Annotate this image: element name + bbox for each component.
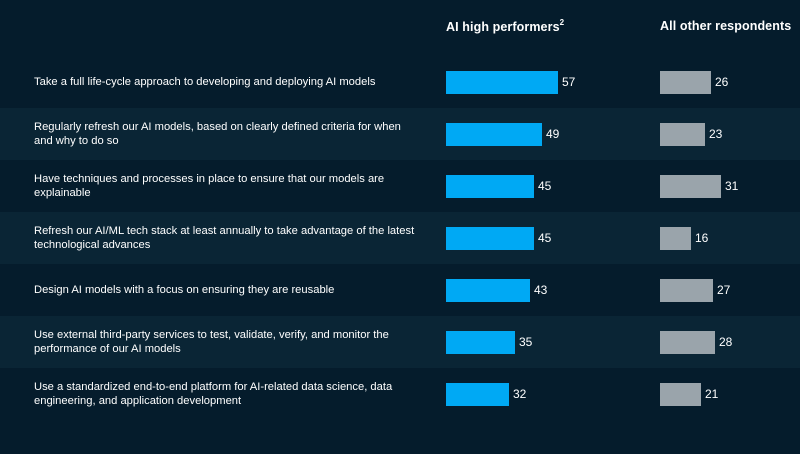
chart-row: Use a standardized end-to-end platform f… (0, 368, 800, 420)
data-label: 45 (538, 231, 552, 245)
chart-row: Design AI models with a focus on ensurin… (0, 264, 800, 316)
bar-all-other-respondents (660, 227, 691, 250)
category-label: Use a standardized end-to-end platform f… (34, 381, 393, 407)
bar-ai-high-performers (446, 123, 542, 146)
data-label: 35 (519, 335, 533, 349)
data-label: 45 (538, 179, 552, 193)
footnote-marker: 2 (559, 18, 565, 27)
data-label: 27 (717, 283, 731, 297)
bar-all-other-respondents (660, 175, 721, 198)
bar-ai-high-performers (446, 279, 530, 302)
category-label: Design AI models with a focus on ensurin… (34, 284, 335, 296)
data-label: 43 (534, 283, 548, 297)
bar-all-other-respondents (660, 123, 705, 146)
data-label: 31 (725, 179, 739, 193)
series-header-label: AI high performers (446, 20, 560, 35)
category-label: Use external third-party services to tes… (34, 329, 389, 355)
series-header-all-other-respondents: All other respondents (660, 19, 792, 33)
series-header-ai-high-performers: AI high performers2 (446, 18, 565, 35)
chart-row: Have techniques and processes in place t… (0, 160, 800, 212)
data-label: 16 (695, 231, 709, 245)
data-label: 32 (513, 387, 527, 401)
bar-ai-high-performers (446, 383, 509, 406)
data-label: 49 (546, 127, 560, 141)
bar-ai-high-performers (446, 71, 558, 94)
bar-ai-high-performers (446, 175, 534, 198)
bar-ai-high-performers (446, 227, 534, 250)
category-label: Have techniques and processes in place t… (34, 173, 385, 199)
chart-row: Regularly refresh our AI models, based o… (0, 108, 800, 160)
chart-row: Take a full life-cycle approach to devel… (0, 56, 800, 108)
chart-row: Refresh our AI/ML tech stack at least an… (0, 212, 800, 264)
data-label: 28 (719, 335, 733, 349)
data-label: 57 (562, 75, 576, 89)
bar-all-other-respondents (660, 279, 713, 302)
bar-all-other-respondents (660, 71, 711, 94)
bar-all-other-respondents (660, 331, 715, 354)
data-label: 23 (709, 127, 723, 141)
bar-all-other-respondents (660, 383, 701, 406)
data-label: 21 (705, 387, 719, 401)
category-label: Take a full life-cycle approach to devel… (34, 76, 376, 88)
category-label: Regularly refresh our AI models, based o… (34, 121, 401, 147)
data-label: 26 (715, 75, 729, 89)
category-label: Refresh our AI/ML tech stack at least an… (34, 225, 415, 251)
bar-ai-high-performers (446, 331, 515, 354)
chart-row: Use external third-party services to tes… (0, 316, 800, 368)
